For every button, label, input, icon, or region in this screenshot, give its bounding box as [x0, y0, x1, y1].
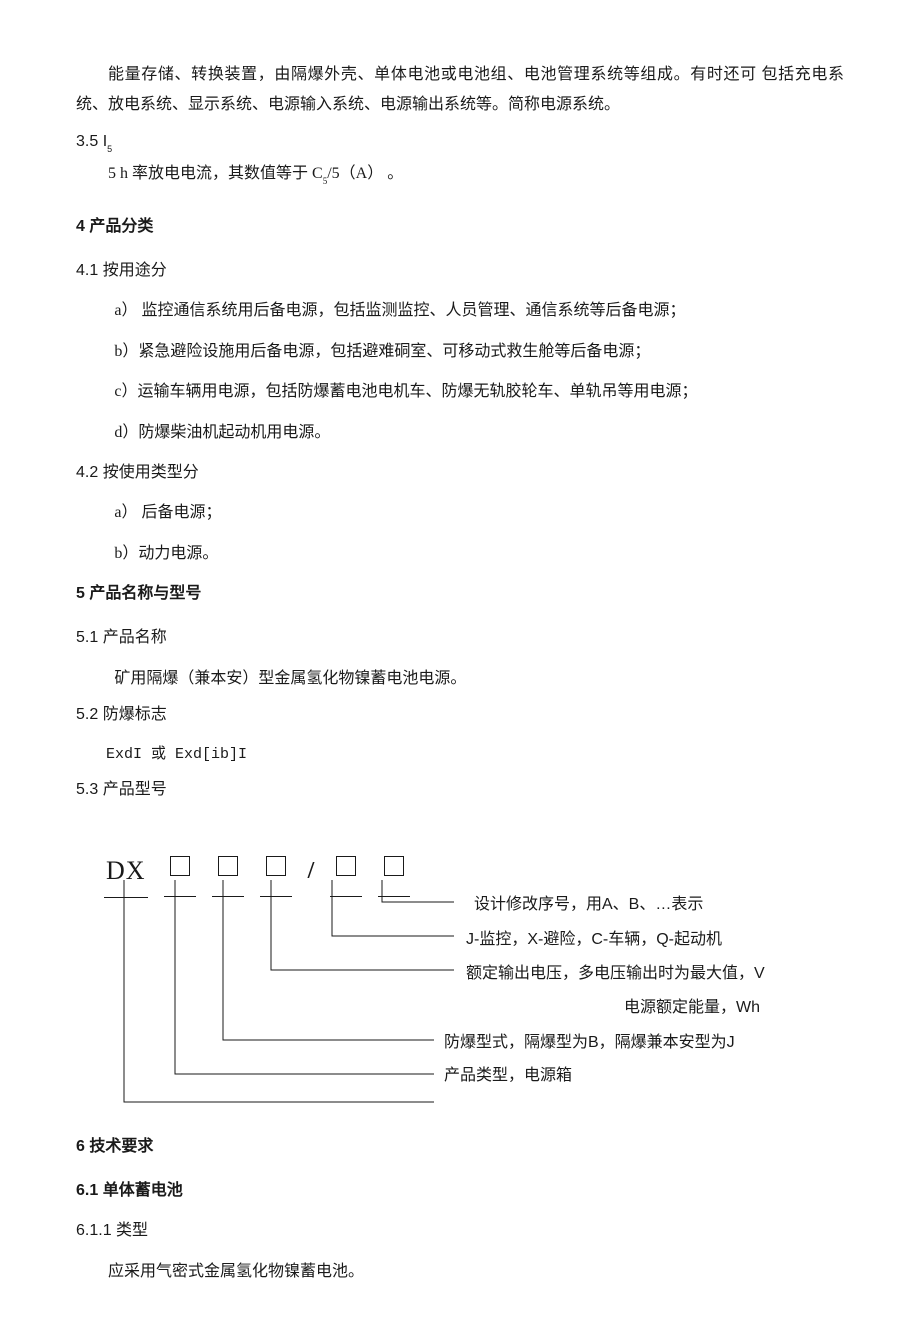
sec-4-1-c: c）运输车辆用电源，包括防爆蓄电池电机车、防爆无轨胶轮车、单轨吊等用电源；: [76, 377, 844, 407]
model-diagram: DX / 设计修改序号，用A、B、…表示 J-监控，X-避险，C-车辆，Q-起动…: [104, 846, 844, 1106]
model-box-5: [384, 856, 404, 876]
sec-4-1-heading: 4.1 按用途分: [76, 256, 844, 286]
sec-5-1-heading: 5.1 产品名称: [76, 623, 844, 653]
sec-3-5: 3.5 I5: [76, 127, 844, 157]
sec-5-2-body: ExdI 或 Exd[ib]I: [76, 741, 844, 770]
sec-5-heading: 5 产品名称与型号: [76, 579, 844, 609]
model-legend-3: 额定输出电压，多电压输出时为最大值，V: [466, 959, 765, 989]
model-legend-5: 防爆型式，隔爆型为B，隔爆兼本安型为J: [444, 1028, 735, 1058]
sec-5-1-body: 矿用隔爆（兼本安）型金属氢化物镍蓄电池电源。: [76, 664, 844, 694]
model-connectors: [104, 880, 474, 1110]
model-legend-2: J-监控，X-避险，C-车辆，Q-起动机: [466, 925, 722, 955]
sec-4-1-a: a） 监控通信系统用后备电源，包括监测监控、人员管理、通信系统等后备电源；: [76, 296, 844, 326]
sec-4-heading: 4 产品分类: [76, 212, 844, 242]
model-box-4: [336, 856, 356, 876]
model-slash: /: [308, 849, 315, 895]
sec-6-1-1-heading: 6.1.1 类型: [76, 1216, 844, 1246]
sec-3-5-body-post: /5（A） 。: [327, 165, 403, 182]
sec-6-heading: 6 技术要求: [76, 1132, 844, 1162]
sec-6-1-1-body: 应采用气密式金属氢化物镍蓄电池。: [76, 1257, 844, 1287]
sec-5-2-heading: 5.2 防爆标志: [76, 700, 844, 730]
model-prefix: DX: [106, 856, 146, 885]
model-box-3: [266, 856, 286, 876]
model-legend-4: 电源额定能量，Wh: [624, 993, 760, 1023]
sec-3-5-sub: 5: [107, 144, 112, 154]
sec-4-2-heading: 4.2 按使用类型分: [76, 458, 844, 488]
sec-5-3-heading: 5.3 产品型号: [76, 775, 844, 805]
model-box-1: [170, 856, 190, 876]
sec-4-2-a: a） 后备电源；: [76, 498, 844, 528]
sec-3-5-body-csub: 5: [323, 176, 328, 186]
model-box-2: [218, 856, 238, 876]
intro-paragraph: 能量存储、转换装置，由隔爆外壳、单体电池或电池组、电池管理系统等组成。有时还可 …: [76, 60, 844, 121]
sec-3-5-body-pre: 5 h 率放电电流，其数值等于: [108, 165, 312, 182]
sec-4-2-b: b）动力电源。: [76, 539, 844, 569]
sec-3-5-body: 5 h 率放电电流，其数值等于 C5/5（A） 。: [76, 159, 844, 189]
model-legend-1: 设计修改序号，用A、B、…表示: [474, 890, 703, 920]
sec-4-1-b: b）紧急避险设施用后备电源，包括避难硐室、可移动式救生舱等后备电源；: [76, 337, 844, 367]
sec-6-1-heading: 6.1 单体蓄电池: [76, 1176, 844, 1206]
model-legend-6: 产品类型，电源箱: [444, 1061, 572, 1091]
sec-3-5-num: 3.5 I: [76, 133, 107, 150]
sec-4-1-d: d）防爆柴油机起动机用电源。: [76, 418, 844, 448]
sec-3-5-body-c: C: [312, 165, 323, 182]
